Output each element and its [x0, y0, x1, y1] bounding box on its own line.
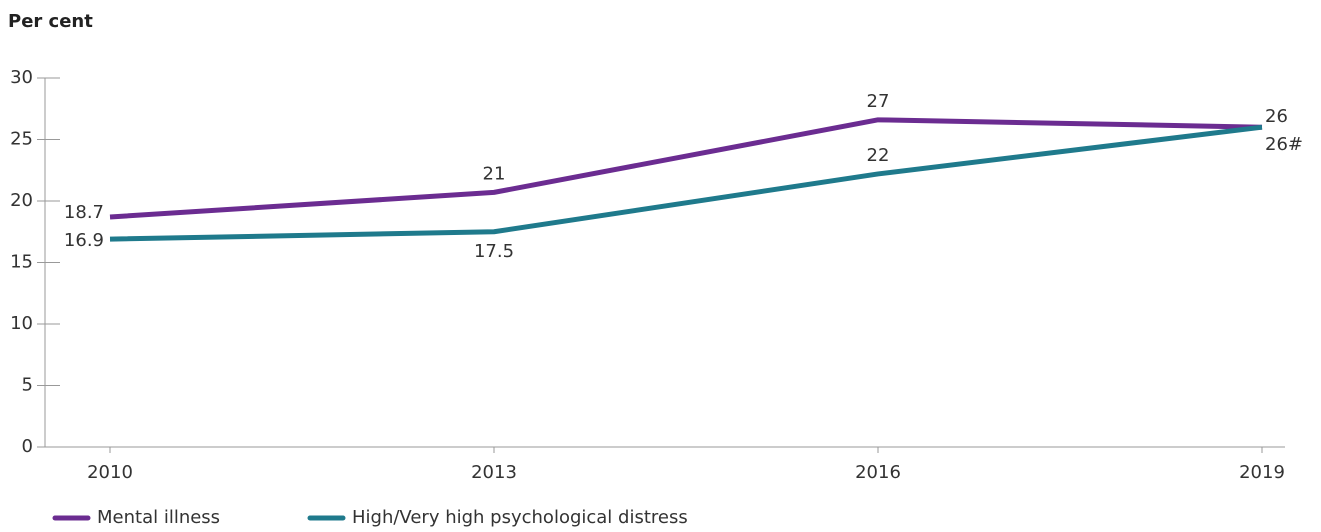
data-label: 17.5	[474, 241, 514, 262]
x-tick-label: 2019	[1239, 462, 1285, 483]
data-label: 26	[1265, 106, 1288, 127]
y-tick-label: 30	[10, 67, 33, 88]
data-label: 26#	[1265, 134, 1303, 155]
x-tick-label: 2010	[87, 462, 133, 483]
data-label: 22	[867, 145, 890, 166]
y-axis-title: Per cent	[8, 11, 93, 32]
x-tick-label: 2013	[471, 462, 517, 483]
y-tick-label: 0	[22, 436, 33, 457]
y-tick-label: 5	[22, 375, 33, 396]
x-tick-label: 2016	[855, 462, 901, 483]
series-line	[109, 117, 1263, 220]
y-tick-label: 25	[10, 129, 33, 150]
legend-label: High/Very high psychological distress	[352, 507, 688, 528]
data-label: 16.9	[64, 230, 104, 251]
data-label: 18.7	[64, 202, 104, 223]
data-label: 27	[867, 91, 890, 112]
data-label: 21	[483, 163, 506, 184]
series-line	[109, 124, 1263, 242]
y-tick-label: 10	[10, 313, 33, 334]
y-tick-label: 20	[10, 190, 33, 211]
y-tick-label: 15	[10, 252, 33, 273]
legend-label: Mental illness	[97, 507, 220, 528]
